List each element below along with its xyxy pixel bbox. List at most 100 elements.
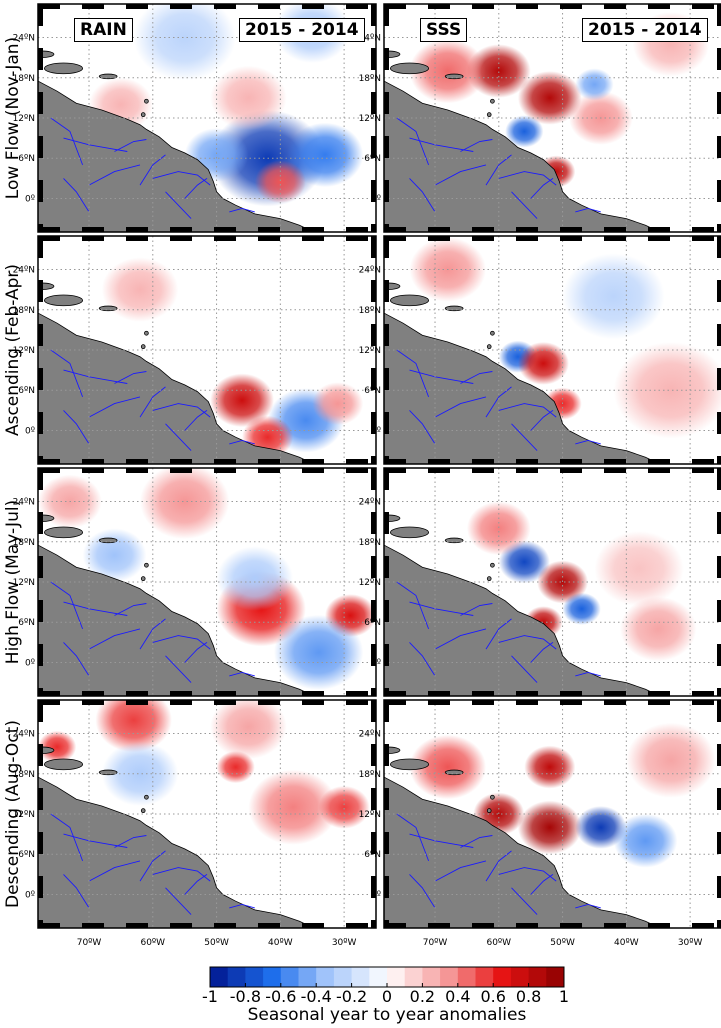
lat-tick-label: 18ºN: [13, 770, 35, 780]
anomaly-blob: [216, 546, 294, 611]
lat-tick-label: 12ºN: [13, 346, 35, 356]
anomaly-blob: [101, 741, 179, 806]
south-america-land: [384, 776, 660, 928]
colorbar-tick-label: -0.4: [300, 987, 332, 1006]
anomaly-blob: [133, 4, 236, 81]
river-line: [434, 396, 487, 418]
season-row-label: Low Flow (Nov-Jan): [3, 36, 23, 200]
river-line: [184, 410, 208, 431]
anomaly-blob: [216, 750, 255, 784]
river-line: [229, 440, 255, 445]
river-line: [409, 601, 474, 616]
season-row-label: Descending (Aug-Oct): [3, 720, 23, 908]
river-line: [409, 642, 436, 677]
anomaly-blob: [248, 769, 338, 845]
caribbean-island: [144, 794, 149, 800]
lat-tick-label: 18ºN: [359, 770, 381, 780]
variable-label: SSS: [420, 18, 468, 42]
lat-tick-label: 18ºN: [13, 74, 35, 84]
river-line: [460, 139, 493, 152]
caribbean-island: [43, 526, 84, 539]
lat-tick-label: 0º: [25, 194, 35, 204]
anomaly-blob: [517, 71, 582, 125]
river-line: [50, 349, 84, 398]
anomaly-blob: [409, 734, 487, 800]
colorbar-swatch: [546, 967, 565, 987]
river-line: [88, 396, 141, 418]
caribbean-island: [490, 330, 495, 336]
lat-tick-label: 12ºN: [359, 578, 381, 588]
river-line: [50, 581, 84, 630]
river-line: [498, 171, 557, 186]
colorbar-tick-label: -0.8: [229, 987, 261, 1006]
lat-tick-label: 0º: [371, 194, 381, 204]
colorbar-swatch: [528, 967, 547, 987]
caribbean-island: [98, 73, 118, 80]
river-line: [63, 178, 90, 213]
lon-tick-label: 30ºW: [332, 938, 357, 948]
river-line: [396, 349, 430, 398]
river-line: [165, 887, 192, 915]
lon-tick-label: 70ºW: [423, 938, 448, 948]
colorbar-tick-label: 0.8: [515, 987, 542, 1006]
river-line: [165, 423, 192, 451]
lat-tick-label: 24ºN: [359, 498, 381, 508]
colorbar-tick-label: 0.6: [480, 987, 506, 1006]
season-row-label: High Flow (May-Jul): [3, 499, 23, 665]
river-line: [152, 403, 211, 418]
anomaly-blob: [210, 700, 287, 760]
lat-tick-label: 6ºN: [364, 618, 381, 628]
variable-label: RAIN: [74, 18, 133, 42]
river-line: [485, 618, 512, 650]
river-line: [184, 642, 208, 663]
river-line: [511, 191, 538, 219]
season-row-label: Ascending (Feb-Apr): [3, 263, 23, 437]
river-line: [460, 835, 493, 848]
lat-tick-label: 6ºN: [364, 386, 381, 396]
south-america-land: [38, 80, 314, 232]
colorbar-swatch: [440, 967, 459, 987]
anomaly-blob: [101, 257, 179, 322]
river-line: [114, 371, 147, 384]
lat-tick-label: 12ºN: [359, 346, 381, 356]
river-line: [396, 581, 430, 630]
colorbar-swatch: [404, 967, 423, 987]
colorbar-swatch: [280, 967, 299, 987]
south-america-land: [38, 312, 314, 464]
south-america-land: [38, 544, 314, 696]
caribbean-island: [98, 305, 118, 312]
caribbean-island: [144, 562, 149, 568]
panel-frame: [37, 3, 377, 233]
anomaly-blob: [594, 531, 684, 607]
anomaly-blob: [575, 805, 627, 849]
map-panel-rain-4: [37, 699, 377, 929]
anomaly-blob: [524, 745, 576, 789]
river-line: [498, 635, 557, 650]
river-line: [409, 410, 436, 445]
anomaly-blob: [619, 596, 697, 662]
river-line: [63, 410, 90, 445]
lat-tick-label: 0º: [371, 890, 381, 900]
river-line: [63, 137, 128, 152]
colorbar-swatch: [298, 967, 317, 987]
river-line: [396, 117, 430, 166]
anomaly-blob: [312, 382, 364, 426]
colorbar-tick-label: -0.6: [265, 987, 297, 1006]
map-panel-sss-1: [383, 3, 721, 233]
panel-frame: [383, 3, 721, 233]
river-line: [114, 835, 147, 848]
river-line: [434, 164, 487, 186]
colorbar-tick-label: 0.4: [445, 987, 471, 1006]
river-line: [63, 369, 128, 384]
colorbar-tick-label: -1: [202, 987, 218, 1006]
river-line: [575, 672, 601, 677]
river-line: [409, 369, 474, 384]
south-america-land: [384, 312, 660, 464]
river-line: [165, 655, 192, 683]
river-line: [498, 867, 557, 882]
anomaly-blob: [575, 68, 614, 101]
period-label: 2015 - 2014: [582, 18, 708, 42]
river-line: [530, 178, 554, 199]
caribbean-island: [444, 537, 464, 544]
colorbar-swatch: [333, 967, 353, 987]
